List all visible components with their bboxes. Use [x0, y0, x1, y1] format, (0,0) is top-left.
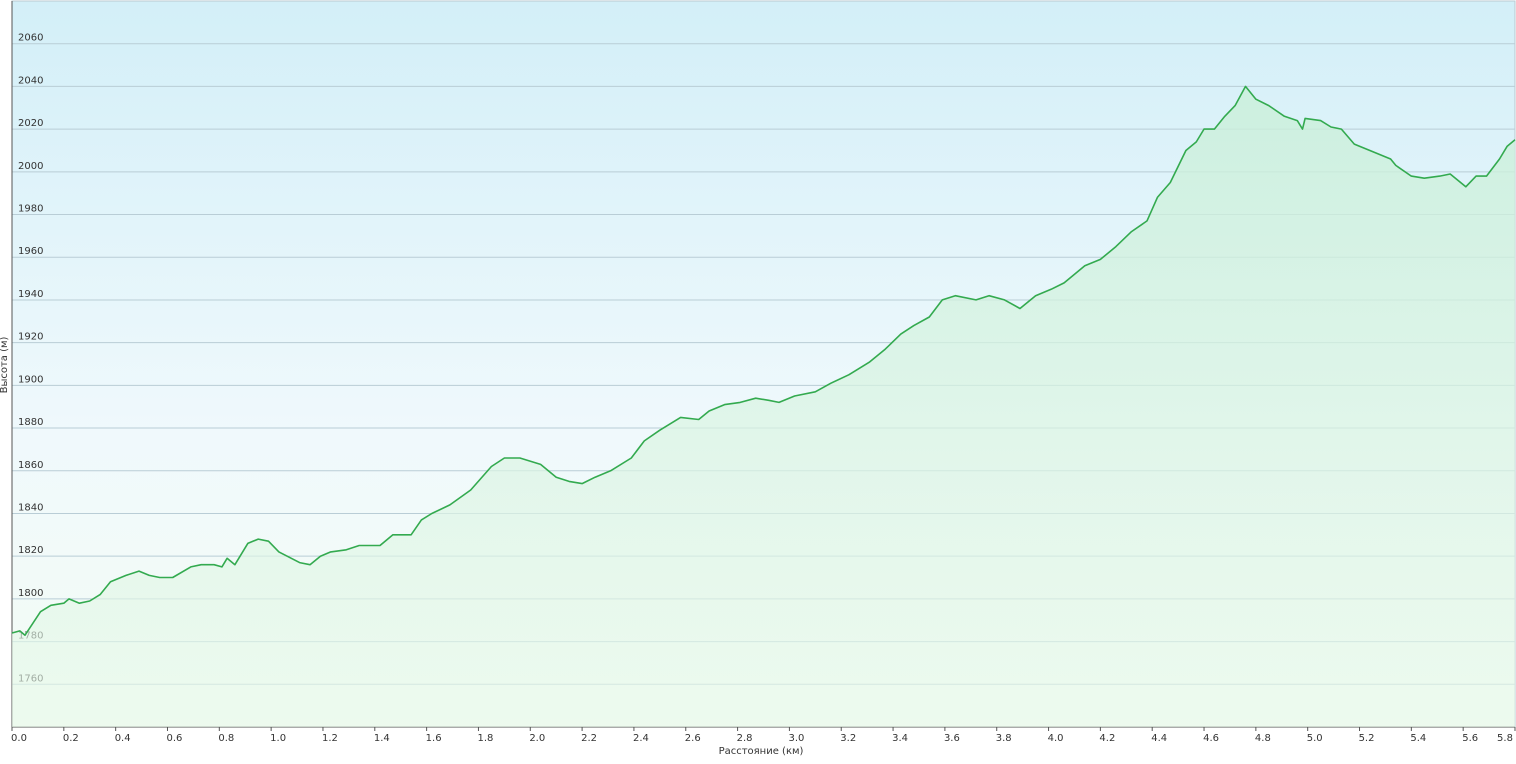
x-tick-label: 4.0: [1048, 733, 1064, 744]
x-tick-label: 5.4: [1410, 733, 1426, 744]
y-tick-label: 1900: [18, 374, 43, 385]
x-axis-title: Расстояние (км): [719, 746, 804, 757]
y-tick-label: 2040: [18, 75, 43, 86]
x-tick-label: 3.6: [944, 733, 960, 744]
y-tick-label: 1880: [18, 417, 43, 428]
x-tick-label: 0.0: [11, 733, 27, 744]
x-tick-label: 2.4: [633, 733, 649, 744]
y-tick-label: 1840: [18, 502, 43, 513]
x-tick-label: 2.0: [529, 733, 545, 744]
x-tick-label: 0.6: [167, 733, 183, 744]
x-tick-label: 4.4: [1151, 733, 1167, 744]
y-tick-label: 1860: [18, 460, 43, 471]
x-tick-label: 5.6: [1462, 733, 1478, 744]
y-tick-label: 1920: [18, 332, 43, 343]
x-tick-label: 1.4: [374, 733, 390, 744]
x-tick-label: 1.2: [322, 733, 338, 744]
x-tick-label: 5.0: [1307, 733, 1323, 744]
x-tick-label: 4.2: [1099, 733, 1115, 744]
y-tick-label: 2000: [18, 161, 43, 172]
area-fill: [12, 86, 1515, 727]
x-tick-label: 3.4: [892, 733, 908, 744]
y-tick-label: 1800: [18, 588, 43, 599]
y-tick-label: 1940: [18, 289, 43, 300]
x-tick-label: 3.8: [996, 733, 1012, 744]
y-tick-label: 1980: [18, 204, 43, 215]
y-tick-label: 1960: [18, 246, 43, 257]
x-tick-label: 5.2: [1359, 733, 1375, 744]
y-tick-label: 2020: [18, 118, 43, 129]
x-tick-label: 2.8: [737, 733, 753, 744]
x-tick-label: 1.8: [477, 733, 493, 744]
x-tick-label: 0.4: [115, 733, 131, 744]
y-tick-label: 2060: [18, 33, 43, 44]
elevation-line: [11, 85, 1516, 636]
x-tick-label: 0.8: [218, 733, 234, 744]
x-tick-label: 3.0: [788, 733, 804, 744]
x-tick-label: 2.6: [685, 733, 701, 744]
x-tick-label: 1.0: [270, 733, 286, 744]
x-tick-label: 4.6: [1203, 733, 1219, 744]
x-tick-label: 3.2: [840, 733, 856, 744]
x-tick-label: 1.6: [426, 733, 442, 744]
x-tick-label: 5.8: [1497, 733, 1513, 744]
x-tick-label: 0.2: [63, 733, 79, 744]
x-tick-label: 2.2: [581, 733, 597, 744]
y-axis-title: Высота (м): [0, 336, 10, 393]
y-tick-label: 1820: [18, 545, 43, 556]
x-tick-label: 4.8: [1255, 733, 1271, 744]
